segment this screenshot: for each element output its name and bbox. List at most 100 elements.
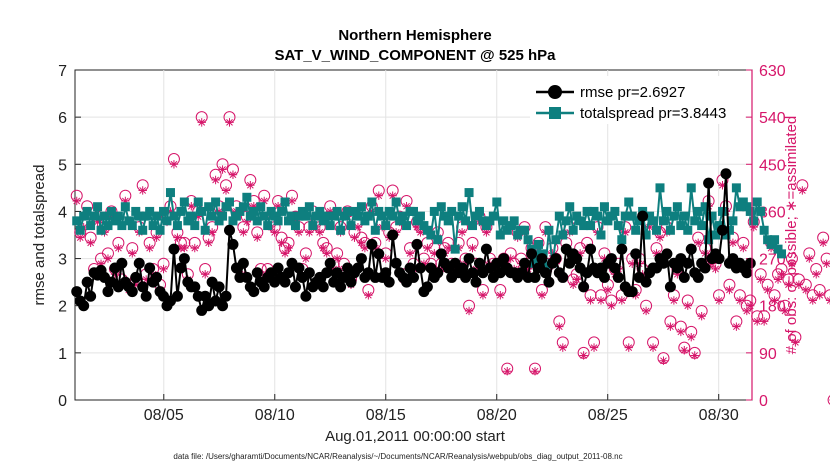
totalspread-point [742,202,752,212]
totalspread-point [429,206,439,216]
totalspread-point [422,225,432,235]
obs-assimilated-marker [270,228,279,237]
y2-tick-label: 540 [759,110,786,127]
obs-assimilated-marker [249,201,258,211]
totalspread-point [509,216,519,226]
obs-assimilated-marker [735,296,745,305]
totalspread-point [131,206,141,216]
totalspread-point [388,211,398,221]
rmse-point [411,238,423,250]
rmse-point [463,253,475,265]
totalspread-point [186,211,196,221]
obs-assimilated-marker [697,311,706,321]
legend-spread-label: totalspread pr=3.8443 [580,105,726,122]
obs-assimilated-marker [659,356,668,365]
rmse-point [678,271,690,283]
y2-tick-label: 450 [759,157,786,174]
totalspread-point [221,202,231,212]
obs-assimilated-marker [652,249,661,258]
obs-assimilated-marker [412,222,422,232]
totalspread-point [617,235,627,245]
obs-assimilated-marker [506,254,515,263]
totalspread-point [113,211,123,221]
totalspread-point [353,211,363,221]
totalspread-point [648,216,658,226]
obs-assimilated-marker [464,306,474,316]
obs-assimilated-marker [648,343,658,352]
obs-assimilated-marker [273,201,283,211]
rmse-point [144,262,156,274]
totalspread-point [197,206,207,216]
rmse-point [102,286,114,298]
rmse-point [189,281,201,293]
x-tick-label: 08/05 [144,407,184,424]
totalspread-point [558,230,568,240]
rmse-point [373,248,385,260]
rmse-point [178,253,190,265]
rmse-point [293,262,305,274]
rmse-point [664,281,676,293]
obs-assimilated-marker [416,228,425,237]
obs-assimilated-marker [784,280,793,289]
totalspread-point [96,225,106,235]
rmse-point [713,253,725,265]
obs-assimilated-marker [200,270,210,279]
totalspread-point [426,230,436,240]
totalspread-point [596,230,606,240]
rmse-point [692,271,704,283]
totalspread-point [686,183,696,193]
totalspread-point [572,211,582,221]
x-tick-label: 08/10 [255,407,295,424]
totalspread-point [606,211,616,221]
obs-assimilated-marker [555,322,564,331]
totalspread-point [75,225,85,235]
totalspread-point [148,221,158,231]
obs-possible-marker [824,289,830,302]
obs-assimilated-marker [777,270,786,279]
totalspread-point [263,221,273,231]
rmse-point [467,267,479,279]
totalspread-point [676,221,686,231]
rmse-point [335,281,347,293]
totalspread-point [613,221,623,231]
totalspread-point [419,221,429,231]
rmse-point [414,262,426,274]
totalspread-point [381,221,391,231]
totalspread-point [183,216,193,226]
obs-assimilated-marker [617,296,627,305]
totalspread-point [332,206,342,216]
obs-assimilated-marker [718,181,727,190]
totalspread-point [554,211,564,221]
obs-assimilated-marker [780,306,790,316]
totalspread-point [93,202,103,212]
rmse-point [345,276,357,288]
rmse-point [352,262,364,274]
obs-assimilated-marker [756,275,765,284]
totalspread-point [464,188,474,198]
totalspread-point [294,211,304,221]
totalspread-point [513,230,523,240]
obs-assimilated-marker [825,296,830,305]
obs-assimilated-marker [624,343,633,352]
totalspread-point [683,225,693,235]
totalspread-point [485,216,495,226]
totalspread-point [488,211,498,221]
rmse-point [637,210,649,222]
rmse-point [283,267,295,279]
obs-assimilated-marker [204,238,213,248]
totalspread-point [152,211,162,221]
obs-assimilated-marker [607,301,616,310]
totalspread-point [377,211,387,221]
totalspread-point [242,192,252,202]
totalspread-point [179,197,189,207]
totalspread-point [593,211,603,221]
obs-assimilated-marker [676,327,686,337]
obs-assimilated-marker [714,296,724,305]
totalspread-point [363,211,373,221]
obs-assimilated-marker [128,249,137,258]
rmse-point [380,267,392,279]
rmse-point [703,177,715,189]
rmse-point [390,257,402,269]
totalspread-point [141,211,151,221]
totalspread-point [530,258,540,268]
